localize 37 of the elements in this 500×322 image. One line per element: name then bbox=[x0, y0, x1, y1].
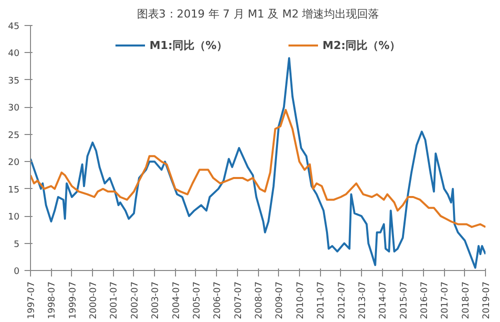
x-tick-label: 2017-07 bbox=[440, 281, 451, 320]
x-tick-label: 2000-07 bbox=[89, 281, 100, 320]
y-tick-label: 15 bbox=[8, 185, 20, 196]
x-tick-label: 2008-07 bbox=[254, 281, 265, 320]
y-tick-label: 35 bbox=[8, 76, 20, 86]
x-tick-label: 2018-07 bbox=[461, 281, 472, 320]
x-tick-label: 1997-07 bbox=[27, 281, 37, 320]
y-tick-label: 40 bbox=[8, 49, 20, 60]
legend-label: M1:同比（%） bbox=[149, 38, 228, 52]
legend-label: M2:同比（%） bbox=[322, 38, 401, 52]
x-tick-label: 2005-07 bbox=[192, 281, 202, 320]
x-tick-label: 2001-07 bbox=[110, 281, 120, 320]
line-series bbox=[30, 108, 486, 228]
x-tick-label: 1998-07 bbox=[48, 281, 58, 320]
x-tick-label: 2016-07 bbox=[420, 281, 430, 320]
x-tick-label: 1999-07 bbox=[68, 281, 78, 320]
x-tick-label: 2014-07 bbox=[378, 281, 389, 320]
x-tick-label: 2010-07 bbox=[296, 281, 306, 320]
y-tick-label: 0 bbox=[14, 267, 20, 277]
x-tick-label: 2004-07 bbox=[172, 281, 182, 320]
chart-title: 图表3：2019 年 7 月 M1 及 M2 增速均出现回落 bbox=[136, 8, 380, 20]
y-tick-label: 30 bbox=[8, 104, 20, 114]
y-tick-label: 25 bbox=[8, 130, 20, 141]
y-tick-label: 45 bbox=[8, 22, 20, 32]
x-tick-label: 2019-07 bbox=[482, 281, 492, 320]
y-tick-label: 5 bbox=[14, 240, 20, 250]
x-tick-label: 2009-07 bbox=[275, 281, 286, 320]
x-tick-label: 2011-07 bbox=[316, 281, 327, 320]
y-tick-label: 10 bbox=[8, 212, 20, 223]
y-tick-label: 20 bbox=[8, 158, 20, 168]
x-tick-label: 2015-07 bbox=[399, 281, 410, 320]
x-tick-label: 2013-07 bbox=[358, 281, 368, 320]
x-tick-label: 2012-07 bbox=[337, 281, 348, 320]
x-tick-label: 2006-07 bbox=[213, 281, 224, 320]
x-tick-label: 2003-07 bbox=[151, 281, 162, 320]
x-tick-label: 2002-07 bbox=[130, 281, 140, 320]
x-tick-label: 2007-07 bbox=[234, 281, 244, 320]
